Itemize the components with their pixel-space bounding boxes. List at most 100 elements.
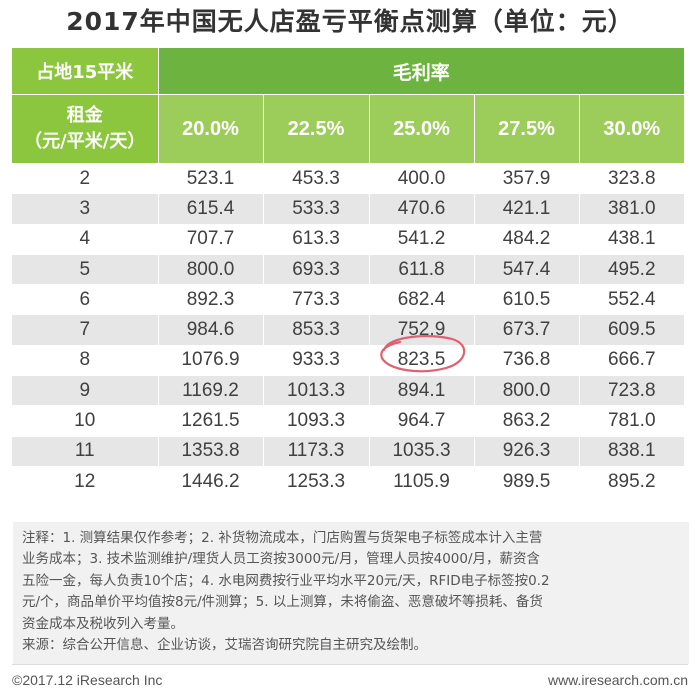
value-cell: 381.0 [579,193,685,225]
value-cell: 552.4 [579,284,685,316]
rent-label-line2: （元/平米/天） [24,131,146,152]
value-cell: 613.3 [263,224,370,255]
source-line: 来源：综合公开信息、企业访谈，艾瑞咨询研究院自主研究及绘制。 [22,637,427,654]
note-line: 五险一金，每人负责10个店；4. 水电网费按行业平均水平20元/天，RFID电子… [22,572,550,589]
table-row: 5 800.0 693.3 611.8 547.4 495.2 [12,254,685,286]
note-line: 资金成本及税收列入考量。 [22,615,184,632]
value-cell: 1261.5 [158,405,264,437]
value-cell: 894.1 [369,375,475,407]
value-cell: 533.3 [263,193,370,225]
value-cell: 323.8 [579,163,685,195]
value-cell: 1013.3 [263,375,370,407]
table-row: 9 1169.2 1013.3 894.1 800.0 723.8 [12,375,685,407]
value-cell: 781.0 [579,405,685,437]
rate-header: 22.5% [263,94,370,164]
value-cell: 1105.9 [369,466,475,498]
value-cell: 470.6 [369,193,475,225]
website-link[interactable]: www.iresearch.com.cn [547,672,688,688]
rent-cell: 8 [12,345,159,377]
value-cell: 541.2 [369,224,475,255]
table-row: 10 1261.5 1093.3 964.7 863.2 781.0 [12,405,685,437]
table-row: 8 1076.9 933.3 823.5 736.8 666.7 [12,345,685,377]
value-cell: 838.1 [579,436,685,467]
rent-cell: 4 [12,224,159,255]
rent-cell: 5 [12,254,159,286]
value-cell: 752.9 [369,314,475,346]
value-cell: 610.5 [474,284,580,316]
value-cell: 926.3 [474,436,580,467]
notes-box: 注释：1. 测算结果仅作参考；2. 补货物流成本，门店购置与货架电子标签成本计入… [13,522,689,665]
breakeven-table: 占地15平米 毛利率 租金 （元/平米/天） 20.0% 22.5% 25.0%… [12,48,685,498]
value-cell: 989.5 [474,466,580,498]
table-row: 3 615.4 533.3 470.6 421.1 381.0 [12,193,685,225]
value-cell: 800.0 [474,375,580,407]
value-cell: 723.8 [579,375,685,407]
rent-cell: 9 [12,375,159,407]
value-cell: 673.7 [474,314,580,346]
value-cell: 853.3 [263,314,370,346]
gross-margin-label: 毛利率 [158,48,685,95]
rent-cell: 7 [12,314,159,346]
rate-header: 20.0% [158,94,264,164]
value-cell: 611.8 [369,254,475,286]
value-cell: 1173.3 [263,436,370,467]
value-cell: 707.7 [158,224,264,255]
area-label: 占地15平米 [12,48,159,95]
value-cell: 523.1 [158,163,264,195]
value-cell: 800.0 [158,254,264,286]
value-cell: 495.2 [579,254,685,286]
table-row: 11 1353.8 1173.3 1035.3 926.3 838.1 [12,436,685,467]
value-cell: 964.7 [369,405,475,437]
rate-header: 27.5% [474,94,580,164]
rent-label: 租金 （元/平米/天） [12,94,159,164]
value-cell: 895.2 [579,466,685,498]
rent-cell: 12 [12,466,159,498]
value-cell: 453.3 [263,163,370,195]
footer-divider [12,664,688,665]
table-row: 7 984.6 853.3 752.9 673.7 609.5 [12,314,685,346]
rent-cell: 6 [12,284,159,316]
value-cell: 1353.8 [158,436,264,467]
table-row: 4 707.7 613.3 541.2 484.2 438.1 [12,224,685,255]
table-row: 6 892.3 773.3 682.4 610.5 552.4 [12,284,685,316]
value-cell: 484.2 [474,224,580,255]
note-line: 注释：1. 测算结果仅作参考；2. 补货物流成本，门店购置与货架电子标签成本计入… [22,530,543,546]
rent-cell: 11 [12,436,159,467]
value-cell: 547.4 [474,254,580,286]
page-title: 2017年中国无人店盈亏平衡点测算（单位：元） [66,7,634,36]
value-cell: 609.5 [579,314,685,346]
table-header-row-1: 占地15平米 毛利率 [12,48,685,95]
rent-label-line1: 租金 [66,105,103,126]
value-cell: 1446.2 [158,466,264,498]
rate-header: 25.0% [369,94,475,164]
value-cell: 1169.2 [158,375,264,407]
value-cell: 615.4 [158,193,264,225]
table-row: 2 523.1 453.3 400.0 357.9 323.8 [12,163,685,195]
value-cell: 933.3 [263,345,370,377]
rent-cell: 3 [12,193,159,225]
value-cell: 400.0 [369,163,475,195]
value-cell: 357.9 [474,163,580,195]
value-cell: 863.2 [474,405,580,437]
value-cell: 1093.3 [263,405,370,437]
table-body: 2 523.1 453.3 400.0 357.9 323.8 3 615.4 533.3 470… [12,163,685,498]
value-cell: 421.1 [474,193,580,225]
copyright-text: ©2017.12 iResearch Inc [12,672,163,688]
rent-cell: 10 [12,405,159,437]
rent-cell: 2 [12,163,159,195]
value-cell: 892.3 [158,284,264,316]
note-line: 业务成本；3. 技术监测维护/理货人员工资按3000元/月，管理人员按4000/… [22,551,541,568]
value-cell: 438.1 [579,224,685,255]
rate-header: 30.0% [579,94,685,164]
value-cell: 1076.9 [158,345,264,377]
table-header-row-2: 租金 （元/平米/天） 20.0% 22.5% 25.0% 27.5% 30.0… [12,94,685,164]
value-cell: 1035.3 [369,436,475,467]
value-cell: 682.4 [369,284,475,316]
value-cell: 773.3 [263,284,370,316]
value-cell: 823.5 [369,345,475,377]
value-cell: 984.6 [158,314,264,346]
value-cell: 666.7 [579,345,685,377]
value-cell: 1253.3 [263,466,370,498]
value-cell: 736.8 [474,345,580,377]
table-row: 12 1446.2 1253.3 1105.9 989.5 895.2 [12,466,685,498]
